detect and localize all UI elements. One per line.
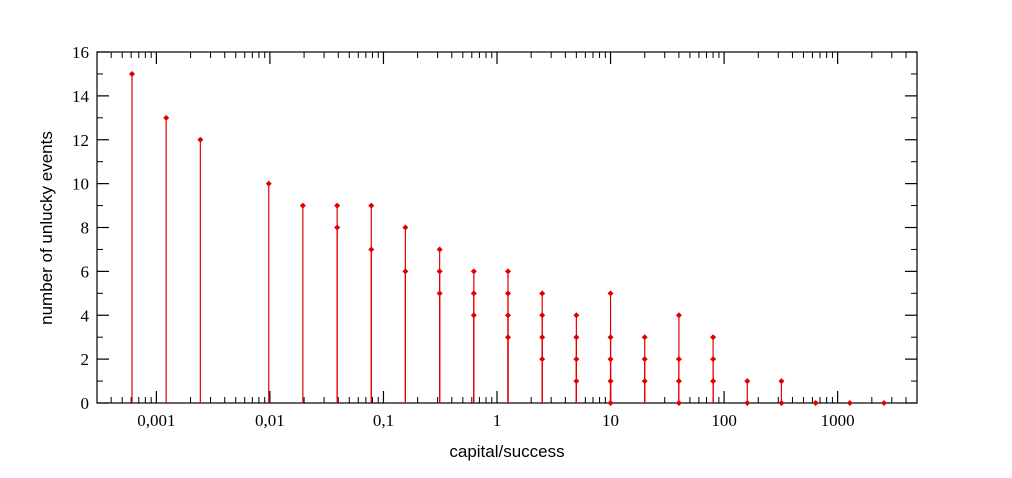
y-tick-label: 14 <box>72 87 90 106</box>
point-marker <box>539 334 546 341</box>
y-tick-label: 8 <box>81 219 90 238</box>
point-marker <box>334 202 341 209</box>
x-tick-label: 1 <box>493 411 502 430</box>
point-marker <box>436 246 443 253</box>
point-marker <box>505 268 512 275</box>
point-marker <box>539 312 546 319</box>
point-marker <box>470 268 477 275</box>
y-tick-label: 12 <box>72 131 89 150</box>
y-tick-label: 2 <box>81 350 90 369</box>
x-tick-label: 1000 <box>821 411 855 430</box>
point-marker <box>128 70 135 77</box>
y-tick-label: 4 <box>81 306 90 325</box>
point-marker <box>607 356 614 363</box>
point-marker <box>299 202 306 209</box>
x-tick-label: 0,001 <box>137 411 175 430</box>
point-marker <box>163 114 170 121</box>
x-tick-label: 0,1 <box>373 411 394 430</box>
point-marker <box>641 356 648 363</box>
y-tick-label: 16 <box>72 43 89 62</box>
point-marker <box>505 334 512 341</box>
point-marker <box>197 136 204 143</box>
point-marker <box>880 400 887 406</box>
x-tick-label: 10 <box>602 411 619 430</box>
point-marker <box>539 356 546 363</box>
point-marker <box>436 290 443 297</box>
x-axis-label: capital/success <box>449 442 564 461</box>
point-marker <box>607 378 614 385</box>
point-marker <box>744 400 751 406</box>
point-marker <box>265 180 272 187</box>
point-marker <box>402 268 409 275</box>
point-marker <box>470 290 477 297</box>
point-marker <box>641 378 648 385</box>
point-marker <box>675 378 682 385</box>
x-tick-label: 100 <box>711 411 737 430</box>
point-marker <box>368 202 375 209</box>
point-marker <box>675 356 682 363</box>
point-marker <box>436 268 443 275</box>
point-marker <box>641 334 648 341</box>
point-marker <box>710 356 717 363</box>
point-marker <box>334 224 341 231</box>
point-marker <box>607 400 614 406</box>
y-axis-label: number of unlucky events <box>37 131 56 325</box>
point-marker <box>846 400 853 406</box>
y-tick-label: 0 <box>81 394 90 413</box>
point-marker <box>710 378 717 385</box>
point-marker <box>505 290 512 297</box>
point-marker <box>573 378 580 385</box>
point-marker <box>675 312 682 319</box>
y-tick-label: 6 <box>81 262 90 281</box>
point-marker <box>778 378 785 385</box>
point-marker <box>710 334 717 341</box>
point-marker <box>607 334 614 341</box>
point-marker <box>744 378 751 385</box>
y-tick-label: 10 <box>72 175 89 194</box>
point-marker <box>675 400 682 406</box>
point-marker <box>573 312 580 319</box>
point-marker <box>573 334 580 341</box>
plot-frame <box>96 51 918 404</box>
point-marker <box>573 356 580 363</box>
point-marker <box>607 290 614 297</box>
point-marker <box>402 224 409 231</box>
point-marker <box>812 400 819 406</box>
x-tick-label: 0,01 <box>255 411 285 430</box>
point-marker <box>470 312 477 319</box>
point-marker <box>778 400 785 406</box>
point-marker <box>539 290 546 297</box>
point-marker <box>368 246 375 253</box>
point-marker <box>505 312 512 319</box>
